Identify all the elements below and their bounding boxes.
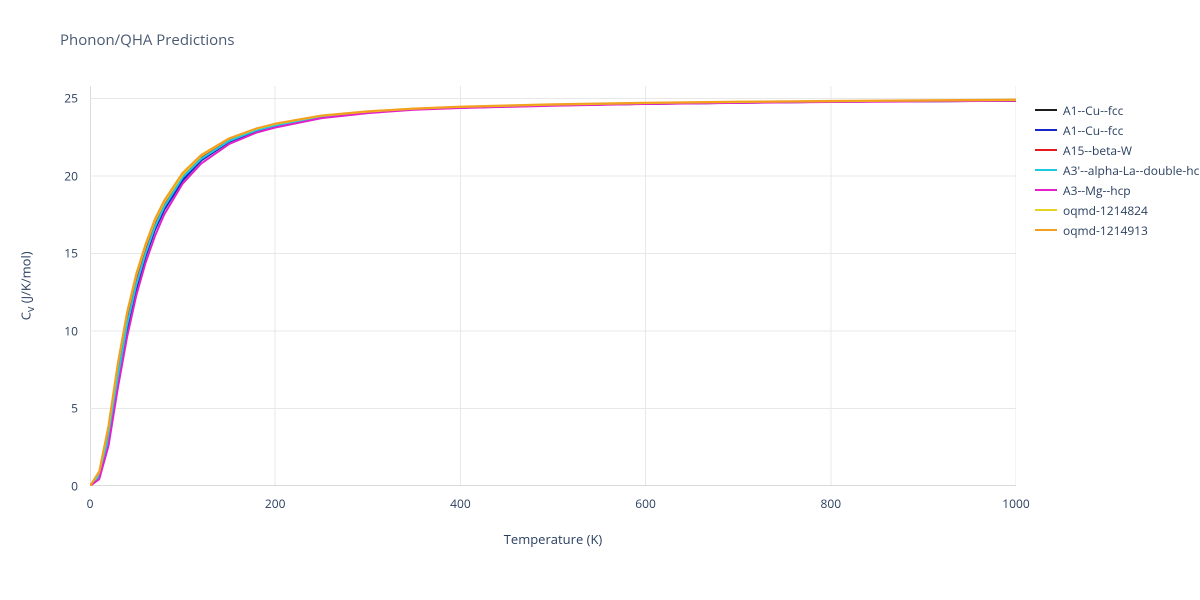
legend-item[interactable]: A3--Mg--hcp (1035, 180, 1200, 200)
y-tick-label: 10 (64, 322, 78, 339)
y-axis-label-text: Cv (J/K/mol) (16, 252, 38, 321)
legend-swatch (1035, 149, 1057, 151)
x-tick-label: 0 (87, 495, 94, 512)
legend-label: A3'--alpha-La--double-hcp (1063, 162, 1200, 179)
legend-swatch (1035, 189, 1057, 191)
x-tick-label: 800 (821, 495, 842, 512)
legend-label: A1--Cu--fcc (1063, 122, 1123, 139)
y-tick-label: 5 (71, 400, 78, 417)
legend-item[interactable]: A1--Cu--fcc (1035, 120, 1200, 140)
chart-title: Phonon/QHA Predictions (60, 30, 235, 50)
y-tick-label: 0 (71, 478, 78, 495)
legend-swatch (1035, 209, 1057, 211)
legend: A1--Cu--fcc A1--Cu--fcc A15--beta-W A3'--al… (1035, 100, 1200, 240)
y-tick-label: 20 (64, 167, 78, 184)
chart-svg (90, 86, 1016, 486)
legend-label: oqmd-1214824 (1063, 202, 1148, 219)
legend-label: A3--Mg--hcp (1063, 182, 1131, 199)
legend-swatch (1035, 229, 1057, 231)
chart-container: Phonon/QHA Predictions Temperature (K) C… (0, 0, 1200, 600)
legend-label: A1--Cu--fcc (1063, 102, 1123, 119)
y-tick-label: 15 (64, 245, 78, 262)
x-tick-label: 200 (265, 495, 286, 512)
x-tick-label: 1000 (1002, 495, 1029, 512)
legend-swatch (1035, 169, 1057, 171)
legend-label: A15--beta-W (1063, 142, 1132, 159)
legend-swatch (1035, 109, 1057, 111)
legend-swatch (1035, 129, 1057, 131)
x-tick-label: 600 (635, 495, 656, 512)
legend-item[interactable]: A15--beta-W (1035, 140, 1200, 160)
plot-area[interactable] (90, 86, 1016, 486)
legend-item[interactable]: oqmd-1214913 (1035, 220, 1200, 240)
y-axis-label: Cv (J/K/mol) (12, 86, 42, 486)
x-tick-label: 400 (450, 495, 471, 512)
y-tick-label: 25 (64, 90, 78, 107)
legend-item[interactable]: A1--Cu--fcc (1035, 100, 1200, 120)
legend-item[interactable]: A3'--alpha-La--double-hcp (1035, 160, 1200, 180)
x-axis-label: Temperature (K) (90, 530, 1016, 548)
legend-item[interactable]: oqmd-1214824 (1035, 200, 1200, 220)
legend-label: oqmd-1214913 (1063, 222, 1148, 239)
